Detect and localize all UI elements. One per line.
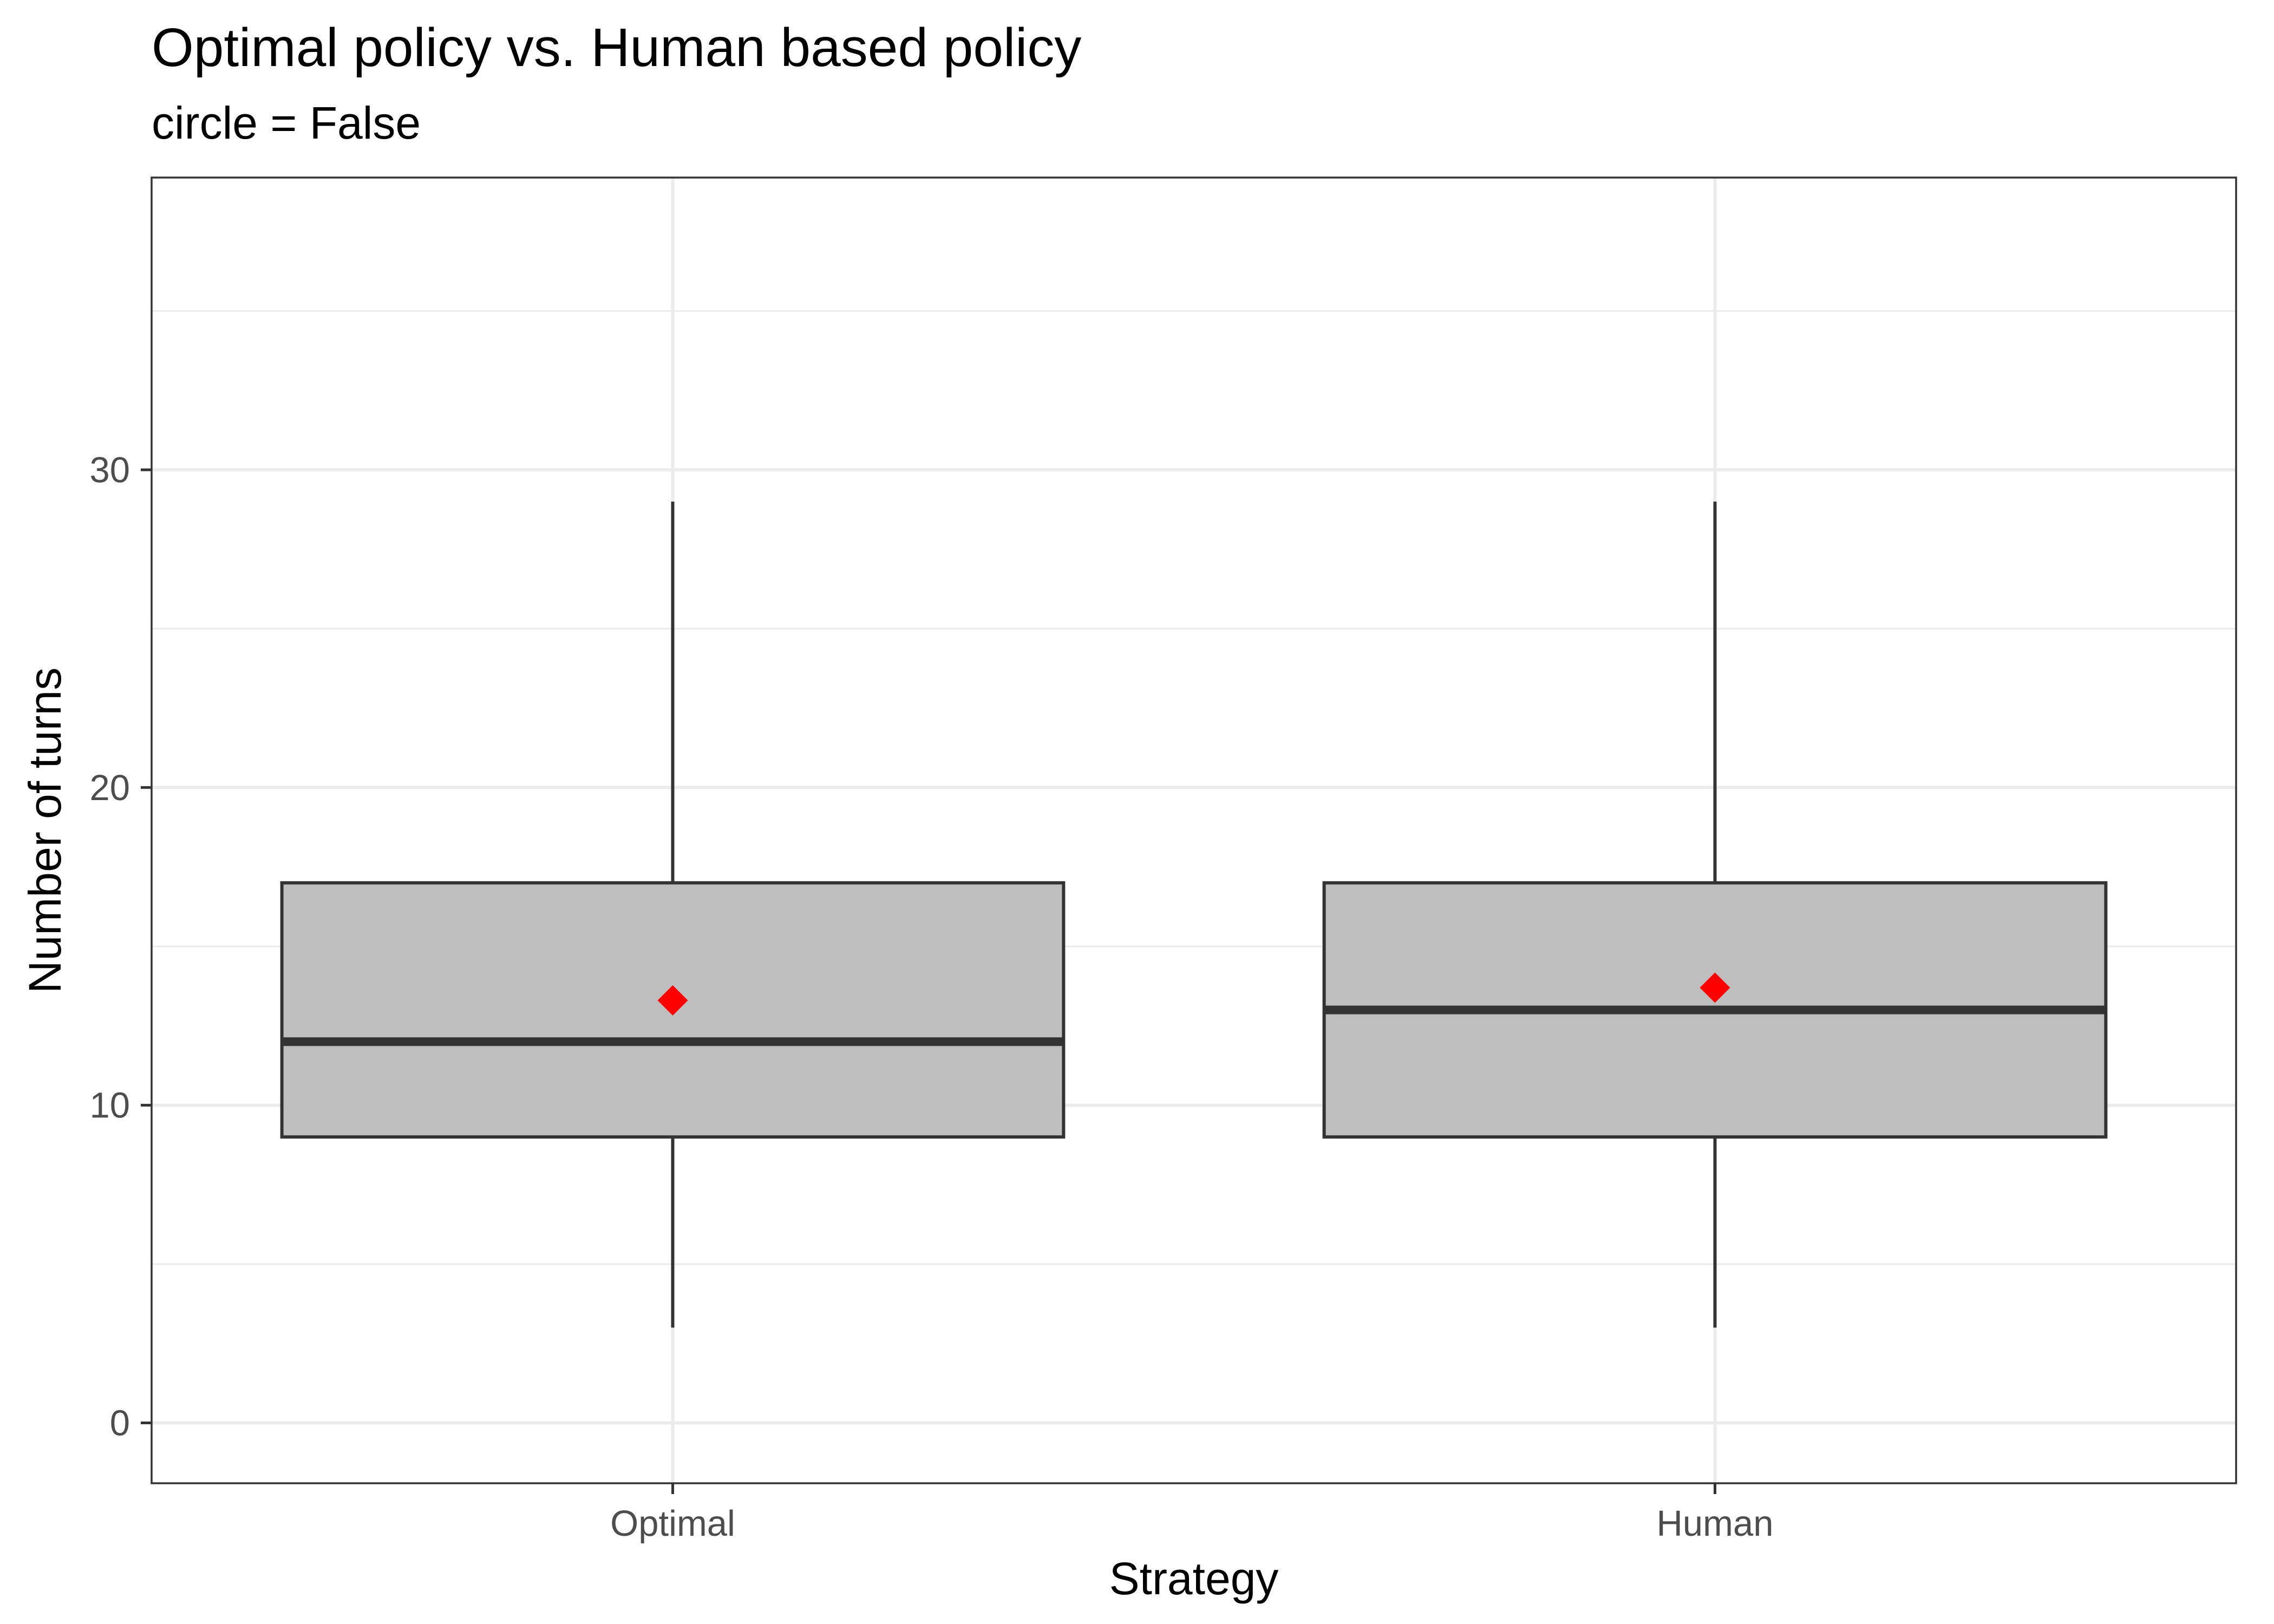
y-tick-label: 10 bbox=[89, 1085, 130, 1126]
plot-panel-border bbox=[151, 176, 2237, 1484]
plot-panel-background bbox=[152, 178, 2236, 1483]
mean-marker bbox=[1700, 972, 1730, 1003]
chart-title: Optimal policy vs. Human based policy bbox=[152, 17, 1081, 78]
x-axis: Optimal Human bbox=[610, 1483, 1773, 1544]
y-tick-label: 20 bbox=[89, 768, 130, 808]
x-axis-title: Strategy bbox=[1109, 1553, 1279, 1604]
mean-marker bbox=[657, 985, 688, 1016]
y-tick-label: 0 bbox=[110, 1403, 130, 1443]
chart-subtitle: circle = False bbox=[152, 97, 421, 148]
boxplots bbox=[280, 501, 2108, 1328]
y-axis-title: Number of turns bbox=[19, 667, 70, 993]
y-tick-label: 30 bbox=[89, 450, 130, 490]
x-tick-label: Human bbox=[1657, 1503, 1774, 1544]
y-axis: 0 10 20 30 bbox=[89, 450, 152, 1443]
x-tick-label: Optimal bbox=[610, 1503, 735, 1544]
